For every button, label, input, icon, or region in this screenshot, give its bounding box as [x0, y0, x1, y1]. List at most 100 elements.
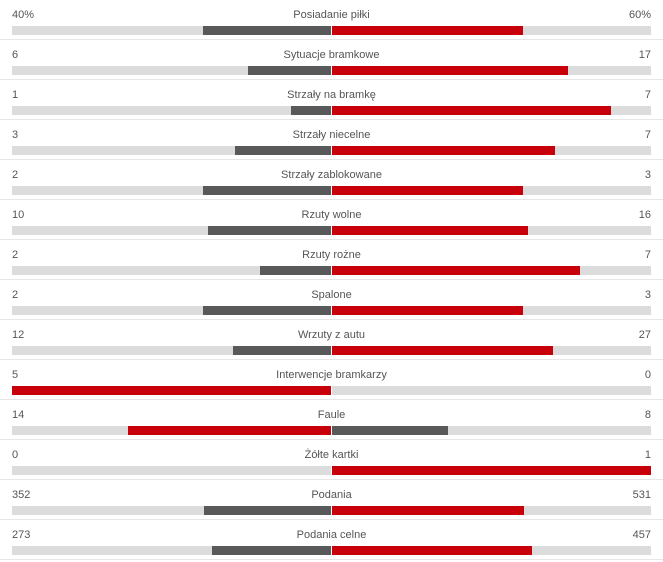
stat-away-value: 16: [638, 209, 651, 221]
stat-row: 2 Strzały zablokowane 3: [0, 160, 663, 200]
stat-home-value: 14: [12, 409, 25, 421]
away-bar-fill: [332, 466, 651, 475]
home-bar-fill: [212, 546, 331, 555]
home-bar-fill: [203, 306, 331, 315]
stat-away-value: 3: [644, 289, 651, 301]
stat-away-value: 1: [644, 449, 651, 461]
stat-home-value: 1: [12, 89, 19, 101]
away-bar-track: [332, 306, 651, 315]
stat-name: Faule: [317, 409, 346, 421]
home-bar-fill: [203, 186, 331, 195]
stat-row: 5 Interwencje bramkarzy 0: [0, 360, 663, 400]
away-bar-fill: [332, 306, 523, 315]
away-bar-fill: [332, 426, 448, 435]
home-bar-fill: [233, 346, 331, 355]
stat-home-value: 0: [12, 449, 19, 461]
away-bar-fill: [332, 66, 568, 75]
stat-away-value: 3: [644, 169, 651, 181]
home-bar-track: [12, 466, 331, 475]
stat-name: Sytuacje bramkowe: [283, 49, 380, 61]
stat-away-value: 17: [638, 49, 651, 61]
home-bar-track: [12, 106, 331, 115]
away-bar-fill: [332, 26, 523, 35]
away-bar-fill: [332, 506, 524, 515]
stat-row: 6 Sytuacje bramkowe 17: [0, 40, 663, 80]
away-bar-fill: [332, 106, 611, 115]
away-bar-track: [332, 66, 651, 75]
stat-name: Rzuty rożne: [302, 249, 361, 261]
stat-away-value: 7: [644, 249, 651, 261]
stat-row: 0 Żółte kartki 1: [0, 440, 663, 480]
away-bar-fill: [332, 546, 532, 555]
stat-home-value: 5: [12, 369, 19, 381]
away-bar-track: [332, 146, 651, 155]
away-bar-fill: [332, 146, 555, 155]
away-bar-track: [332, 186, 651, 195]
home-bar-track: [12, 226, 331, 235]
home-bar-track: [12, 506, 331, 515]
home-bar-track: [12, 306, 331, 315]
home-bar-fill: [260, 266, 331, 275]
stat-home-value: 352: [12, 489, 31, 501]
away-bar-track: [332, 386, 651, 395]
stat-away-value: 27: [638, 329, 651, 341]
home-bar-track: [12, 346, 331, 355]
away-bar-fill: [332, 266, 580, 275]
home-bar-fill: [12, 386, 331, 395]
stat-away-value: 7: [644, 129, 651, 141]
away-bar-track: [332, 426, 651, 435]
stat-row: 352 Podania 531: [0, 480, 663, 520]
away-bar-track: [332, 226, 651, 235]
stat-name: Spalone: [311, 289, 352, 301]
home-bar-track: [12, 426, 331, 435]
stat-row: 12 Wrzuty z autu 27: [0, 320, 663, 360]
stat-row: 40% Posiadanie piłki 60%: [0, 0, 663, 40]
stat-away-value: 0: [644, 369, 651, 381]
stat-name: Posiadanie piłki: [293, 9, 370, 21]
stat-name: Podania celne: [296, 529, 367, 541]
stat-away-value: 7: [644, 89, 651, 101]
stat-home-value: 2: [12, 289, 19, 301]
home-bar-fill: [128, 426, 331, 435]
away-bar-track: [332, 26, 651, 35]
stat-home-value: 40%: [12, 9, 35, 21]
stat-name: Wrzuty z autu: [297, 329, 366, 341]
stat-row: 2 Spalone 3: [0, 280, 663, 320]
stat-home-value: 10: [12, 209, 25, 221]
stat-home-value: 273: [12, 529, 31, 541]
away-bar-track: [332, 546, 651, 555]
stat-home-value: 3: [12, 129, 19, 141]
away-bar-track: [332, 506, 651, 515]
stat-home-value: 12: [12, 329, 25, 341]
stat-name: Strzały na bramkę: [287, 89, 376, 101]
stat-name: Żółte kartki: [304, 449, 359, 461]
stat-row: 2 Rzuty rożne 7: [0, 240, 663, 280]
stat-name: Interwencje bramkarzy: [276, 369, 387, 381]
home-bar-fill: [208, 226, 331, 235]
stat-away-value: 60%: [628, 9, 651, 21]
away-bar-track: [332, 346, 651, 355]
stat-name: Strzały zablokowane: [281, 169, 382, 181]
home-bar-fill: [203, 26, 331, 35]
away-bar-track: [332, 106, 651, 115]
stat-home-value: 2: [12, 169, 19, 181]
stat-home-value: 2: [12, 249, 19, 261]
stat-away-value: 531: [632, 489, 651, 501]
home-bar-track: [12, 546, 331, 555]
home-bar-track: [12, 386, 331, 395]
home-bar-fill: [204, 506, 331, 515]
stat-row: 273 Podania celne 457: [0, 520, 663, 560]
stat-away-value: 8: [644, 409, 651, 421]
stat-name: Strzały niecelne: [292, 129, 371, 141]
home-bar-track: [12, 66, 331, 75]
home-bar-fill: [291, 106, 331, 115]
away-bar-track: [332, 466, 651, 475]
away-bar-fill: [332, 226, 528, 235]
home-bar-track: [12, 146, 331, 155]
home-bar-track: [12, 26, 331, 35]
home-bar-fill: [235, 146, 331, 155]
stat-row: 10 Rzuty wolne 16: [0, 200, 663, 240]
away-bar-fill: [332, 346, 553, 355]
home-bar-track: [12, 266, 331, 275]
